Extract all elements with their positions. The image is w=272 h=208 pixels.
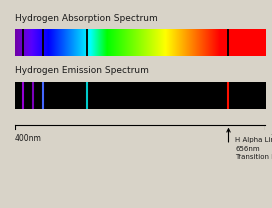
Text: Hydrogen Absorption Spectrum: Hydrogen Absorption Spectrum bbox=[15, 14, 158, 22]
Text: 700nm: 700nm bbox=[270, 134, 272, 143]
Text: H Alpha Line
656nm
Transition N=3 to N=2: H Alpha Line 656nm Transition N=3 to N=2 bbox=[235, 137, 272, 160]
Text: 400nm: 400nm bbox=[15, 134, 42, 143]
Text: Hydrogen Emission Spectrum: Hydrogen Emission Spectrum bbox=[15, 66, 149, 74]
